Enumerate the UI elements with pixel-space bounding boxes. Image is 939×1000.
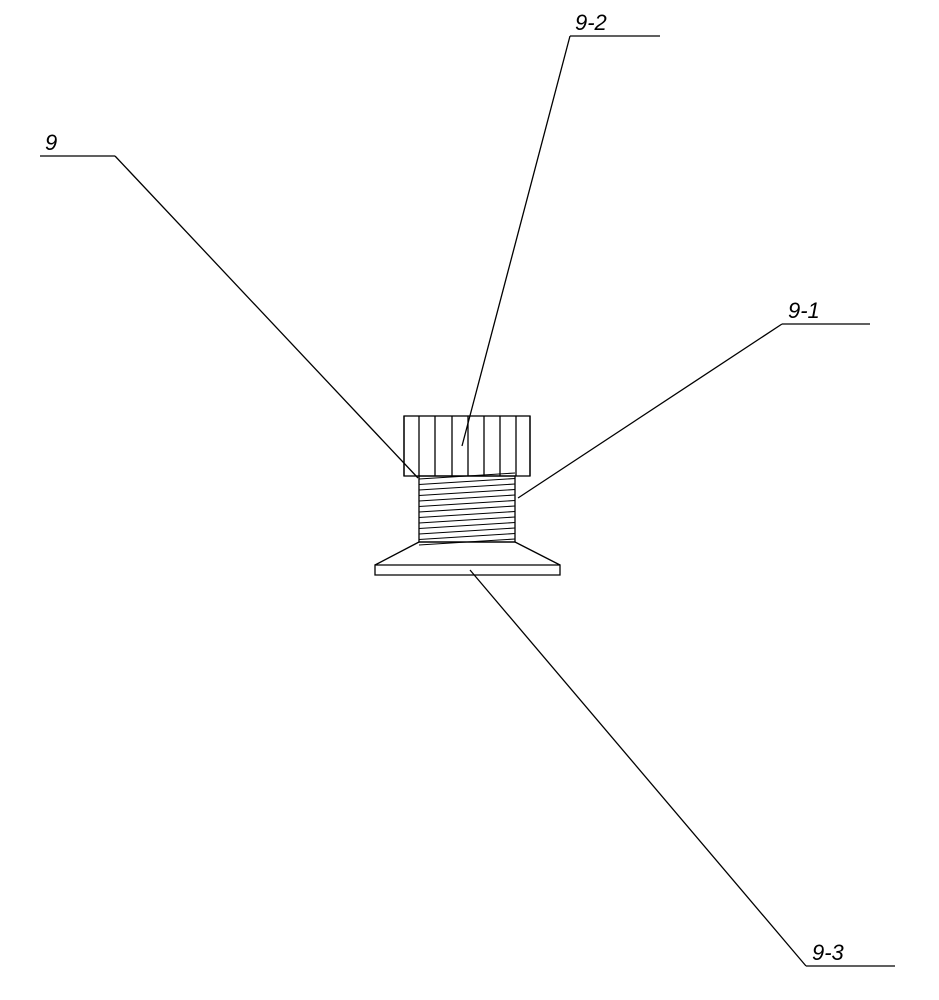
callout-9-2: 9-2 <box>462 10 660 446</box>
label-9-1: 9-1 <box>788 298 820 323</box>
base-slope-right <box>515 542 560 565</box>
callout-9: 9 <box>40 130 418 478</box>
label-9-3: 9-3 <box>812 940 845 965</box>
thread-4 <box>419 495 515 501</box>
label-9-2: 9-2 <box>575 10 607 35</box>
thread-7 <box>419 512 515 518</box>
label-9: 9 <box>45 130 57 155</box>
thread-9 <box>419 523 515 529</box>
thread-3 <box>419 490 515 496</box>
thread-5 <box>419 501 515 507</box>
thread-8 <box>419 517 515 523</box>
callout-9-3: 9-3 <box>470 570 895 966</box>
leader-9-3 <box>470 570 806 966</box>
thread-10 <box>419 528 515 534</box>
leader-9-2 <box>462 36 570 446</box>
thread-6 <box>419 506 515 512</box>
leader-9 <box>115 156 418 478</box>
thread-11 <box>419 534 515 540</box>
base-slope-left <box>375 542 419 565</box>
thread-2 <box>419 484 515 490</box>
thread-1 <box>419 479 515 485</box>
component <box>375 416 560 575</box>
leader-9-1 <box>518 324 782 498</box>
base-slab <box>375 565 560 575</box>
callout-9-1: 9-1 <box>518 298 870 498</box>
